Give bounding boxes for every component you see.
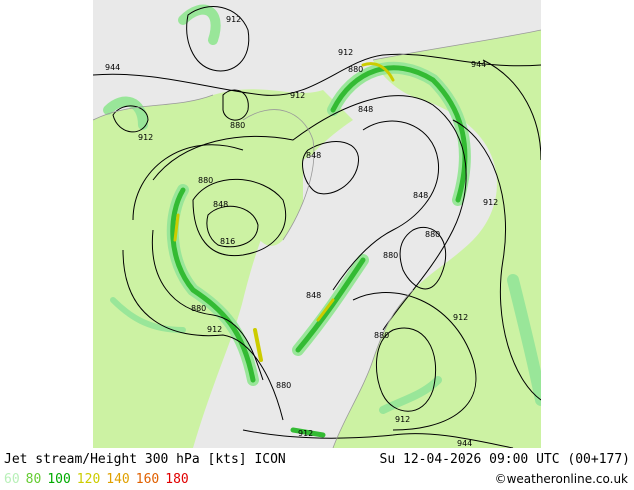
- footer-row-bottom: 60 80 100 120 140 160 180 ©weatheronline.co.uk: [0, 472, 634, 490]
- contour-label: 944: [471, 60, 486, 69]
- speed-legend: 60 80 100 120 140 160 180: [4, 472, 195, 487]
- contour-label: 816: [220, 237, 235, 246]
- credit-link[interactable]: ©weatheronline.co.uk: [494, 472, 628, 486]
- legend-item: 140: [106, 472, 130, 487]
- contour-label: 848: [213, 200, 228, 209]
- legend-item: 100: [47, 472, 71, 487]
- contour-label: 944: [105, 63, 120, 72]
- legend-item: 60: [4, 472, 20, 487]
- contour-label: 880: [383, 251, 398, 260]
- height-contours: [93, 6, 541, 448]
- contour-label: 912: [226, 15, 241, 24]
- contour-labels: 912 944 912 880 912 880 944 912 848 848 …: [105, 15, 498, 448]
- contour-label: 880: [198, 176, 213, 185]
- legend-item: 180: [165, 472, 189, 487]
- contour-label: 912: [483, 198, 498, 207]
- contour-label: 912: [138, 133, 153, 142]
- contour-label: 880: [230, 121, 245, 130]
- contour-label: 912: [298, 429, 313, 438]
- legend-item: 120: [76, 472, 101, 487]
- valid-time: Su 12-04-2026 09:00 UTC (00+177): [379, 452, 630, 467]
- footer-row-top: Jet stream/Height 300 hPa [kts] ICON Su …: [0, 452, 634, 470]
- contour-label: 848: [306, 291, 321, 300]
- contour-label: 912: [453, 313, 468, 322]
- contour-label: 944: [457, 439, 472, 448]
- contour-label: 912: [338, 48, 353, 57]
- contour-label: 880: [374, 331, 389, 340]
- weather-map: 912 944 912 880 912 880 944 912 848 848 …: [93, 0, 541, 448]
- contour-label: 880: [276, 381, 291, 390]
- contour-label: 880: [348, 65, 363, 74]
- arctic-ocean: [303, 146, 402, 251]
- land-eurasia: [333, 30, 541, 448]
- contour-label: 848: [306, 151, 321, 160]
- map-title: Jet stream/Height 300 hPa [kts] ICON: [4, 452, 286, 467]
- contour-label: 912: [395, 415, 410, 424]
- land-greenland: [240, 109, 314, 246]
- map-canvas: 912 944 912 880 912 880 944 912 848 848 …: [93, 0, 541, 448]
- contour-label: 912: [290, 91, 305, 100]
- coastlines: [93, 29, 541, 448]
- contour-label: 848: [413, 191, 428, 200]
- contour-label: 880: [425, 230, 440, 239]
- legend-item: 80: [25, 472, 42, 487]
- contour-label: 912: [207, 325, 222, 334]
- legend-item: 160: [135, 472, 160, 487]
- contour-label: 880: [191, 304, 206, 313]
- contour-label: 848: [358, 105, 373, 114]
